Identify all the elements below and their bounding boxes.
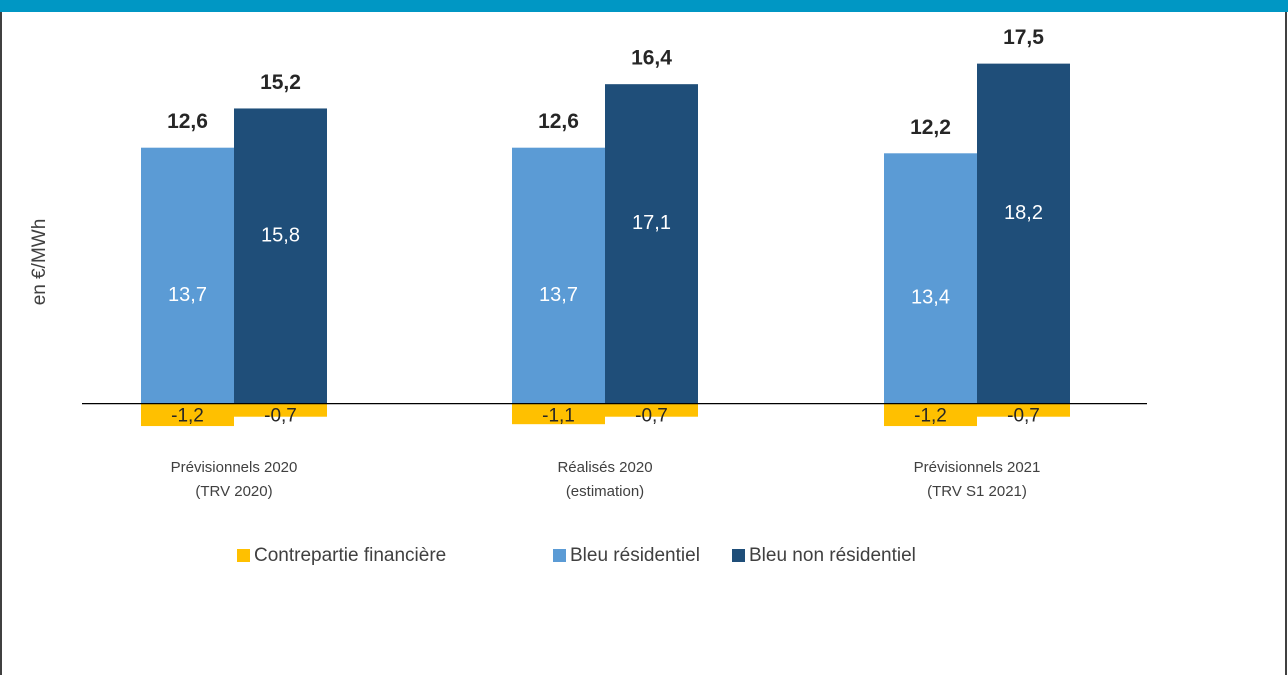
value-label: -1,2 [171, 406, 204, 427]
value-label: 13,7 [168, 284, 207, 306]
value-label: -1,2 [914, 406, 947, 427]
value-label: 15,8 [261, 224, 300, 246]
bar [141, 147, 234, 404]
total-label: 17,5 [1003, 26, 1044, 49]
total-label: 15,2 [260, 71, 301, 94]
bar-negative [884, 403, 977, 427]
value-label: 13,4 [911, 287, 950, 309]
bar [605, 84, 698, 404]
bar [234, 108, 327, 404]
x-tick-label: Prévisionnels 2020 (TRV 2020) [171, 459, 298, 500]
header-band [0, 0, 1288, 12]
bar-negative [512, 403, 605, 425]
total-label: 16,4 [631, 47, 672, 70]
bar-negative [234, 403, 327, 417]
value-label: -0,7 [635, 406, 668, 427]
legend-label: Contrepartie financière [254, 545, 446, 566]
bar-negative [605, 403, 698, 417]
total-label: 12,2 [910, 116, 951, 139]
bar-negative [141, 403, 234, 427]
x-tick-label: Réalisés 2020 (estimation) [557, 459, 652, 500]
y-axis-label: en €/MWh [29, 219, 50, 306]
total-label: 12,6 [167, 110, 208, 133]
legend-label: Bleu résidentiel [570, 545, 700, 566]
x-tick-label: Prévisionnels 2021 (TRV S1 2021) [914, 459, 1041, 500]
bar [512, 147, 605, 404]
bar-negative [977, 403, 1070, 417]
bar [977, 63, 1070, 404]
value-label: -0,7 [1007, 406, 1040, 427]
value-label: 13,7 [539, 284, 578, 306]
value-label: 18,2 [1004, 202, 1043, 224]
legend-swatch [237, 549, 250, 562]
bar [884, 153, 977, 404]
legend-label: Bleu non résidentiel [749, 545, 916, 566]
value-label: -1,1 [542, 406, 575, 427]
value-label: -0,7 [264, 406, 297, 427]
total-label: 12,6 [538, 110, 579, 133]
value-label: 17,1 [632, 212, 671, 234]
legend-swatch [553, 549, 566, 562]
legend-swatch [732, 549, 745, 562]
